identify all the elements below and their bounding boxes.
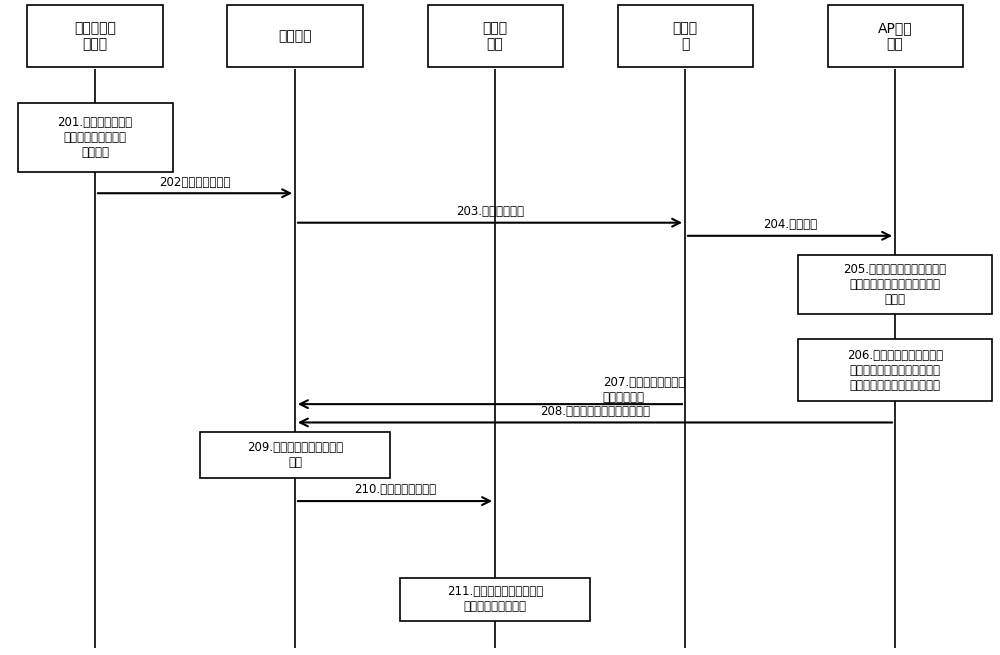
Text: 201.按照预设检测周
期对内部的电池电压
进行检测: 201.按照预设检测周 期对内部的电池电压 进行检测	[57, 116, 133, 159]
FancyBboxPatch shape	[400, 578, 590, 621]
Text: 205.对接收到的脉冲信号进行
定位，确定该机器人的当前位
置坐标: 205.对接收到的脉冲信号进行 定位，确定该机器人的当前位 置坐标	[844, 263, 946, 307]
Text: 控制单元: 控制单元	[278, 29, 312, 43]
Text: 208.当前位置坐标和充电优先级: 208.当前位置坐标和充电优先级	[540, 405, 650, 418]
FancyBboxPatch shape	[428, 5, 562, 67]
FancyBboxPatch shape	[618, 5, 753, 67]
FancyBboxPatch shape	[27, 5, 162, 67]
Text: 电机驱
动器: 电机驱 动器	[482, 21, 508, 51]
Text: 标签设
备: 标签设 备	[672, 21, 698, 51]
FancyBboxPatch shape	[798, 255, 992, 314]
Text: 207.当前位置坐标和充
电优先级消息: 207.当前位置坐标和充 电优先级消息	[603, 376, 685, 404]
FancyBboxPatch shape	[828, 5, 962, 67]
Text: 电池电压检
测模块: 电池电压检 测模块	[74, 21, 116, 51]
Text: 204.脉冲信号: 204.脉冲信号	[763, 218, 817, 231]
Text: 210.控制运行方向信号: 210.控制运行方向信号	[354, 483, 436, 496]
FancyBboxPatch shape	[798, 339, 992, 401]
Text: 209.确定向该充电站的运行
方向: 209.确定向该充电站的运行 方向	[247, 441, 343, 469]
FancyBboxPatch shape	[200, 432, 390, 478]
Text: 202、当前电池电压: 202、当前电池电压	[159, 176, 231, 189]
FancyBboxPatch shape	[227, 5, 362, 67]
Text: 203.脉冲信号指示: 203.脉冲信号指示	[456, 205, 524, 218]
Text: AP处理
模块: AP处理 模块	[878, 21, 912, 51]
Text: 211.按照接收的控制运行方
向信号控制电机运动: 211.按照接收的控制运行方 向信号控制电机运动	[447, 586, 543, 613]
Text: 206.根据脉冲信号的接收时
间，对接收到的脉冲信号对应
的机器人进行充电优先级排序: 206.根据脉冲信号的接收时 间，对接收到的脉冲信号对应 的机器人进行充电优先级…	[847, 348, 943, 392]
FancyBboxPatch shape	[18, 103, 173, 172]
